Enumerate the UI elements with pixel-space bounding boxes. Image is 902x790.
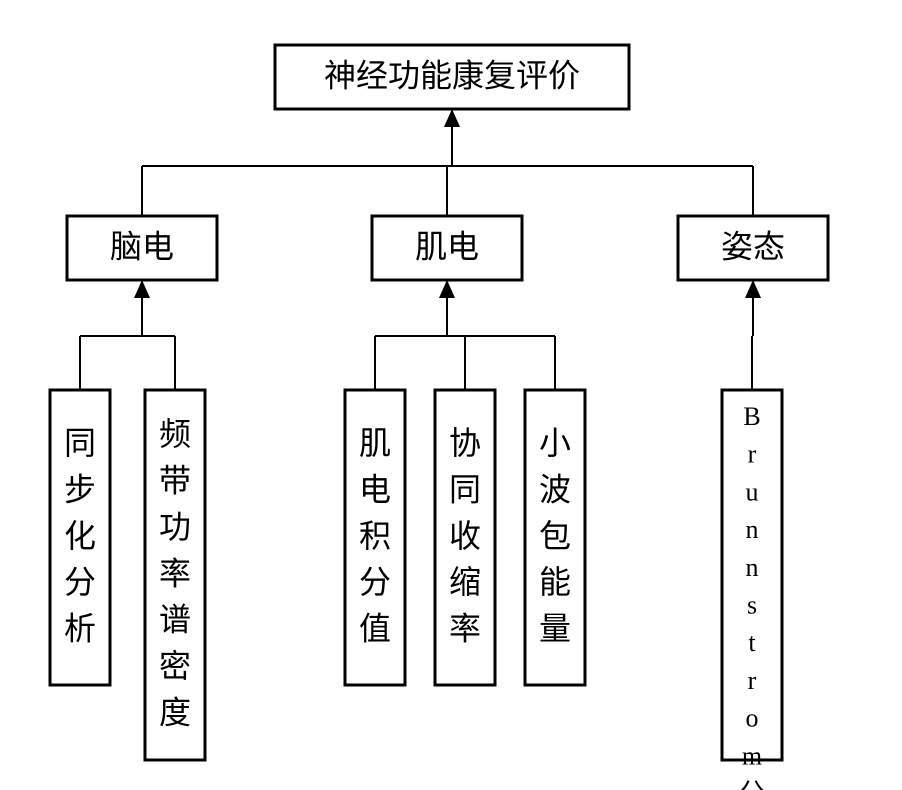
node-label-char: m xyxy=(742,741,762,770)
node-label-char: r xyxy=(748,666,757,695)
node-label: 神经功能康复评价 xyxy=(324,57,580,93)
node-label-char: 分 xyxy=(359,564,391,600)
node-label-char: 能 xyxy=(539,564,571,600)
node-sync: 同步化分析 xyxy=(50,390,110,685)
node-wave: 小波包能量 xyxy=(525,390,585,685)
node-label-char: 量 xyxy=(539,611,571,647)
node-label: 肌电 xyxy=(415,228,479,264)
node-label: 脑电 xyxy=(110,228,174,264)
node-brunn: Brunnstrom分期 xyxy=(722,390,782,790)
node-eeg: 脑电 xyxy=(67,216,217,280)
node-label-char: 谱 xyxy=(159,602,191,638)
node-label-char: 带 xyxy=(159,463,191,499)
node-label-char: 率 xyxy=(449,611,481,647)
node-label-char: o xyxy=(746,704,759,733)
tree-diagram: 神经功能康复评价脑电肌电姿态同步化分析频带功率谱密度肌电积分值协同收缩率小波包能… xyxy=(0,0,902,790)
node-label-char: 频 xyxy=(159,416,191,452)
node-label: 姿态 xyxy=(721,228,785,264)
node-label-char: 电 xyxy=(359,471,391,507)
node-label-char: s xyxy=(747,590,757,619)
node-label-char: 同 xyxy=(64,425,96,461)
node-label-char: 率 xyxy=(159,555,191,591)
node-label-char: r xyxy=(748,440,757,469)
node-label-char: 分 xyxy=(64,564,96,600)
node-label-char: n xyxy=(746,553,759,582)
node-label-char: 步 xyxy=(64,471,96,507)
node-label-char: 缩 xyxy=(449,564,481,600)
node-label-char: 化 xyxy=(64,518,96,554)
nodes: 神经功能康复评价脑电肌电姿态同步化分析频带功率谱密度肌电积分值协同收缩率小波包能… xyxy=(50,45,828,790)
node-label-char: 收 xyxy=(449,518,481,554)
node-label-char: 值 xyxy=(359,611,391,647)
node-label-char: 功 xyxy=(159,509,191,545)
node-post: 姿态 xyxy=(678,216,828,280)
node-label-char: 同 xyxy=(449,471,481,507)
node-label-char: t xyxy=(748,628,756,657)
node-label-char: 肌 xyxy=(359,425,391,461)
node-label-char: 小 xyxy=(539,425,571,461)
node-iemg: 肌电积分值 xyxy=(345,390,405,685)
node-label-char: 度 xyxy=(159,695,191,731)
node-label-char: 密 xyxy=(159,648,191,684)
node-cocon: 协同收缩率 xyxy=(435,390,495,685)
node-label-char: 包 xyxy=(539,518,571,554)
node-label-char: 分 xyxy=(739,779,765,790)
node-label-char: n xyxy=(746,515,759,544)
node-label-char: 析 xyxy=(64,611,96,647)
node-label-char: u xyxy=(746,477,759,506)
node-root: 神经功能康复评价 xyxy=(275,45,629,109)
node-psd: 频带功率谱密度 xyxy=(145,390,205,760)
node-label-char: 积 xyxy=(359,518,391,554)
node-label-char: B xyxy=(743,402,760,431)
node-label-char: 波 xyxy=(539,471,571,507)
node-label-char: 协 xyxy=(449,425,481,461)
node-emg: 肌电 xyxy=(372,216,522,280)
